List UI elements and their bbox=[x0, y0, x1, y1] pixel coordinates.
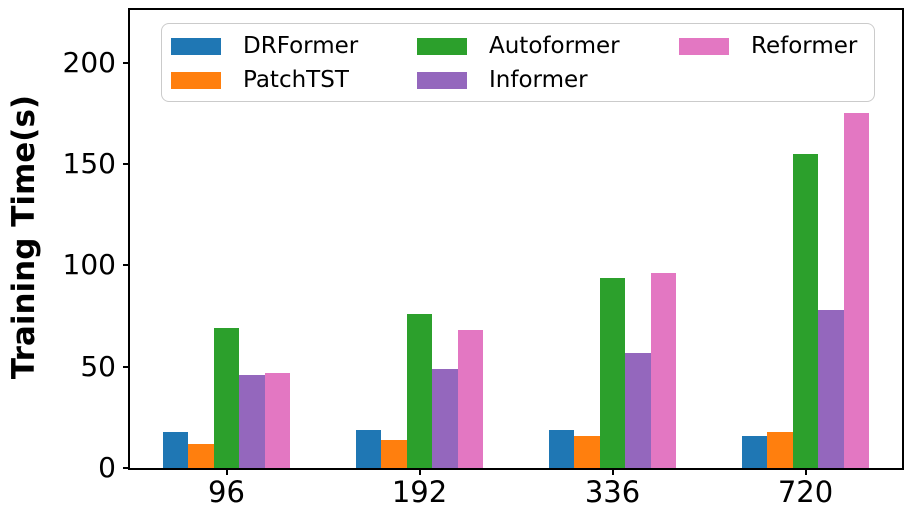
y-tick-label: 200 bbox=[62, 45, 116, 79]
y-tick-mark bbox=[123, 61, 130, 64]
legend-label-patchtst: PatchTST bbox=[243, 67, 349, 93]
bar-informer-192 bbox=[432, 368, 458, 468]
legend-item-autoformer: Autoformer bbox=[417, 29, 679, 63]
legend-swatch-drformer bbox=[171, 37, 221, 55]
legend-label-reformer: Reformer bbox=[751, 33, 858, 59]
bar-drformer-720 bbox=[741, 435, 768, 468]
legend-label-drformer: DRFormer bbox=[243, 33, 359, 59]
legend-item-patchtst: PatchTST bbox=[171, 63, 417, 97]
y-tick-label: 100 bbox=[62, 248, 116, 282]
x-tick-mark bbox=[418, 468, 421, 475]
bar-autoformer-336 bbox=[599, 277, 626, 468]
legend-item-drformer: DRFormer bbox=[171, 29, 417, 63]
x-tick-mark bbox=[804, 468, 807, 475]
y-tick-mark bbox=[123, 467, 130, 469]
bar-reformer-336 bbox=[650, 273, 677, 468]
legend-swatch-patchtst bbox=[171, 71, 221, 89]
x-tick-mark bbox=[225, 468, 228, 475]
legend-swatch-autoformer bbox=[417, 37, 467, 55]
bar-autoformer-96 bbox=[213, 328, 240, 468]
bar-patchtst-336 bbox=[574, 435, 600, 468]
x-tick-mark bbox=[611, 468, 614, 475]
bar-informer-336 bbox=[625, 352, 651, 468]
legend: DRFormer PatchTST Autoformer Informer Reform… bbox=[161, 23, 875, 102]
legend-swatch-informer bbox=[417, 71, 467, 89]
bar-informer-96 bbox=[239, 374, 265, 468]
y-tick-mark bbox=[123, 264, 130, 267]
plot-area: DRFormer PatchTST Autoformer Informer Reform… bbox=[63, 8, 904, 507]
legend-label-informer: Informer bbox=[489, 67, 588, 93]
bar-reformer-192 bbox=[457, 330, 484, 468]
legend-item-informer: Informer bbox=[417, 63, 679, 97]
legend-swatch-reformer bbox=[679, 37, 729, 55]
legend-item-reformer: Reformer bbox=[679, 29, 874, 63]
legend-label-autoformer: Autoformer bbox=[489, 33, 620, 59]
bar-informer-720 bbox=[818, 309, 844, 468]
bar-drformer-192 bbox=[355, 429, 382, 468]
y-tick-mark bbox=[123, 365, 130, 368]
bar-autoformer-720 bbox=[792, 153, 819, 468]
bar-drformer-336 bbox=[548, 429, 575, 468]
x-tick-label: 96 bbox=[208, 475, 245, 509]
bar-patchtst-192 bbox=[381, 439, 407, 468]
bar-patchtst-96 bbox=[188, 443, 214, 468]
legend-grid: DRFormer PatchTST Autoformer Informer Reform… bbox=[162, 24, 874, 97]
y-tick-label: 0 bbox=[98, 451, 116, 484]
y-tick-label: 50 bbox=[80, 349, 116, 383]
y-axis-label: Training Time(s) bbox=[6, 94, 42, 380]
bar-autoformer-192 bbox=[406, 313, 433, 468]
bar-drformer-96 bbox=[162, 431, 189, 468]
bar-reformer-96 bbox=[264, 372, 291, 468]
x-tick-label: 336 bbox=[584, 475, 641, 509]
x-tick-label: 720 bbox=[777, 475, 834, 509]
bar-reformer-720 bbox=[843, 113, 870, 468]
x-tick-label: 192 bbox=[391, 475, 448, 509]
bar-patchtst-720 bbox=[767, 431, 793, 468]
y-tick-label: 150 bbox=[62, 147, 116, 181]
y-tick-mark bbox=[123, 163, 130, 166]
